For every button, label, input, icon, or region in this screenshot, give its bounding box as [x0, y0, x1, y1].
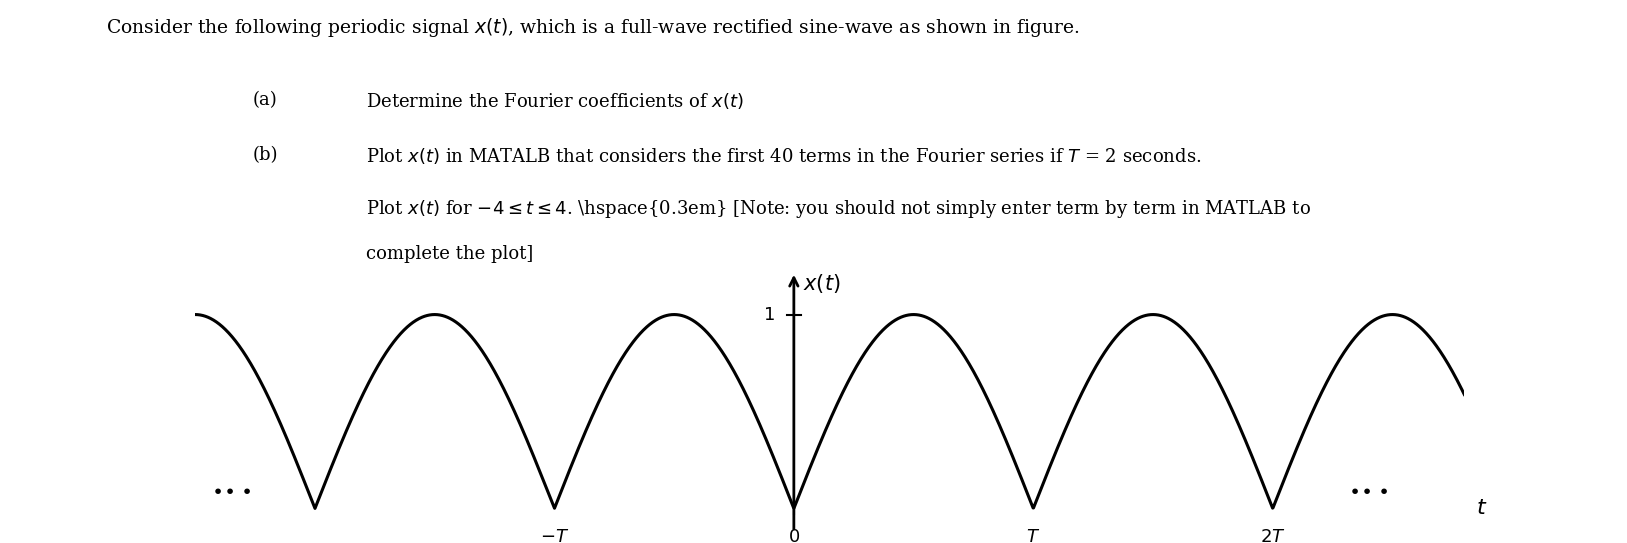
Text: Plot $x(t)$ in MATALB that considers the first 40 terms in the Fourier series if: Plot $x(t)$ in MATALB that considers the…: [366, 146, 1201, 166]
Text: $\bullet\!\bullet\!\bullet$: $\bullet\!\bullet\!\bullet$: [1349, 481, 1389, 499]
Text: Plot $x(t)$ for $-4 \leq t \leq 4$. \hspace{0.3em} [Note: you should not simply : Plot $x(t)$ for $-4 \leq t \leq 4$. \hsp…: [366, 198, 1311, 220]
Text: $x(t)$: $x(t)$: [804, 272, 841, 295]
Text: Consider the following periodic signal $x(t)$, which is a full-wave rectified si: Consider the following periodic signal $…: [106, 16, 1080, 39]
Text: $0$: $0$: [787, 528, 800, 543]
Text: $1$: $1$: [763, 306, 774, 324]
Text: (b): (b): [252, 146, 278, 164]
Text: $-T$: $-T$: [540, 528, 569, 543]
Text: $2T$: $2T$: [1259, 528, 1285, 543]
Text: Determine the Fourier coefficients of $x(t)$: Determine the Fourier coefficients of $x…: [366, 91, 744, 111]
Text: (a): (a): [252, 91, 277, 109]
Text: $\bullet\!\bullet\!\bullet$: $\bullet\!\bullet\!\bullet$: [212, 481, 251, 499]
Text: $t$: $t$: [1476, 497, 1487, 520]
Text: complete the plot]: complete the plot]: [366, 245, 534, 263]
Text: $T$: $T$: [1027, 528, 1040, 543]
